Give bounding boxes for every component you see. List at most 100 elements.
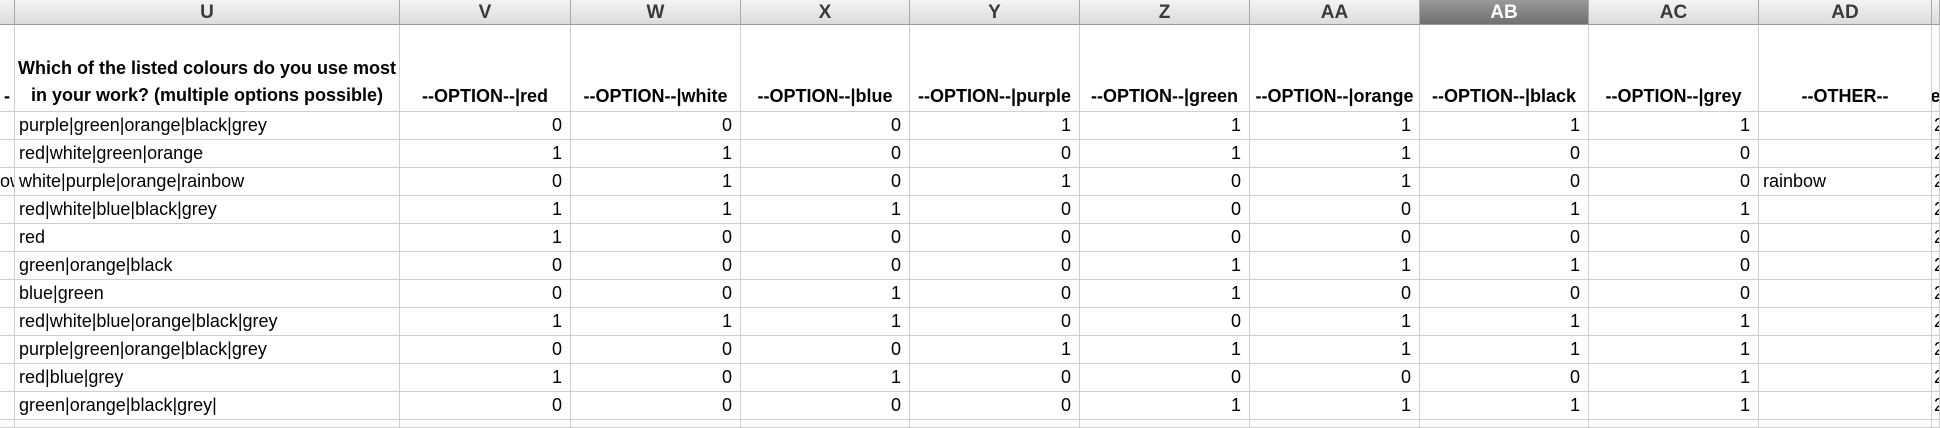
table-cell[interactable]: 0 [400,392,571,420]
table-cell[interactable] [1759,364,1932,392]
column-header-ad[interactable]: AD [1759,0,1932,25]
table-cell[interactable]: red|blue|grey [15,364,400,392]
header-cell-ab[interactable]: --OPTION--|black [1420,25,1589,112]
table-cell[interactable]: 0 [910,308,1080,336]
table-cell[interactable]: 0 [1420,140,1589,168]
table-cell[interactable]: 2 [1932,140,1940,168]
table-cell[interactable]: 0 [1589,252,1759,280]
column-header-y[interactable]: Y [910,0,1080,25]
table-cell[interactable]: 1 [1589,364,1759,392]
column-header-ac[interactable]: AC [1589,0,1759,25]
table-cell-empty[interactable] [1250,420,1420,428]
table-cell[interactable]: 2 [1932,252,1940,280]
table-cell[interactable]: 1 [1080,336,1250,364]
table-cell[interactable]: 0 [1080,224,1250,252]
table-cell[interactable]: purple|green|orange|black|grey [15,112,400,140]
header-cell-x[interactable]: --OPTION--|blue [741,25,910,112]
table-cell[interactable]: 1 [741,280,910,308]
table-cell[interactable] [1759,280,1932,308]
table-cell[interactable]: 0 [910,252,1080,280]
table-cell[interactable]: 0 [1250,280,1420,308]
column-header-u[interactable]: U [15,0,400,25]
table-cell[interactable]: 1 [1420,392,1589,420]
table-cell[interactable]: 0 [1250,196,1420,224]
table-cell[interactable]: 0 [910,224,1080,252]
table-cell[interactable] [1759,224,1932,252]
table-cell[interactable]: 1 [1250,140,1420,168]
table-cell[interactable]: 1 [1420,112,1589,140]
table-cell[interactable]: 1 [1250,336,1420,364]
table-cell[interactable]: 1 [1589,336,1759,364]
table-cell[interactable]: 0 [1080,196,1250,224]
table-cell[interactable]: 0 [1420,280,1589,308]
table-cell[interactable]: 0 [1250,364,1420,392]
table-cell[interactable]: 2 [1932,364,1940,392]
table-cell[interactable]: 1 [571,308,741,336]
table-cell[interactable]: 0 [1420,364,1589,392]
table-cell[interactable]: red [15,224,400,252]
table-cell[interactable] [0,224,15,252]
table-cell[interactable]: 0 [741,224,910,252]
table-cell[interactable] [0,392,15,420]
table-cell[interactable]: 0 [571,336,741,364]
table-cell[interactable]: 0 [741,140,910,168]
table-cell[interactable]: 1 [1080,140,1250,168]
table-cell[interactable]: 0 [571,392,741,420]
table-cell[interactable]: 2 [1932,280,1940,308]
table-cell[interactable]: 1 [910,336,1080,364]
table-cell[interactable] [0,336,15,364]
table-cell[interactable]: 1 [571,168,741,196]
header-cell-z[interactable]: --OPTION--|green [1080,25,1250,112]
table-cell[interactable]: 1 [400,364,571,392]
header-cell-u[interactable]: Which of the listed colours do you use m… [15,25,400,112]
table-cell[interactable]: 0 [571,364,741,392]
table-cell[interactable]: 2 [1932,196,1940,224]
table-cell[interactable] [0,112,15,140]
table-cell-empty[interactable] [1759,420,1932,428]
table-cell[interactable]: 1 [1420,196,1589,224]
table-cell[interactable]: 0 [910,392,1080,420]
table-cell[interactable]: 1 [1589,308,1759,336]
table-cell[interactable]: 0 [741,252,910,280]
table-cell[interactable]: 0 [400,252,571,280]
header-cell-w[interactable]: --OPTION--|white [571,25,741,112]
table-cell[interactable]: 0 [1080,364,1250,392]
table-cell[interactable]: 0 [910,140,1080,168]
table-cell[interactable] [1759,392,1932,420]
table-cell-empty[interactable] [1589,420,1759,428]
table-cell[interactable]: 1 [1250,308,1420,336]
table-cell[interactable]: red|white|blue|black|grey [15,196,400,224]
table-cell[interactable]: 2 [1932,392,1940,420]
table-cell[interactable]: 0 [1080,308,1250,336]
table-cell-empty[interactable] [1080,420,1250,428]
column-header-z[interactable]: Z [1080,0,1250,25]
header-cell-y[interactable]: --OPTION--|purple [910,25,1080,112]
table-cell[interactable]: green|orange|black [15,252,400,280]
header-cell-right-partial[interactable]: e [1932,25,1940,112]
table-cell[interactable]: 1 [1080,392,1250,420]
table-cell[interactable]: 0 [571,252,741,280]
table-cell[interactable]: 1 [1250,112,1420,140]
table-cell[interactable] [0,196,15,224]
table-cell[interactable]: 1 [1589,112,1759,140]
table-cell[interactable]: 1 [571,140,741,168]
table-cell[interactable]: 1 [1589,196,1759,224]
table-cell[interactable]: 2 [1932,168,1940,196]
table-cell[interactable] [1759,196,1932,224]
table-cell[interactable]: 1 [400,224,571,252]
table-cell[interactable] [1759,112,1932,140]
table-cell[interactable]: 0 [741,112,910,140]
table-cell[interactable]: 1 [1420,336,1589,364]
table-cell[interactable]: 0 [1420,168,1589,196]
column-header-aa[interactable]: AA [1250,0,1420,25]
header-cell-aa[interactable]: --OPTION--|orange [1250,25,1420,112]
table-cell[interactable]: blue|green [15,280,400,308]
table-cell[interactable]: 0 [1589,280,1759,308]
table-cell-empty[interactable] [1420,420,1589,428]
column-header-x[interactable]: X [741,0,910,25]
table-cell[interactable]: rainbow [1759,168,1932,196]
table-cell[interactable]: 0 [741,392,910,420]
table-cell[interactable] [0,252,15,280]
table-cell[interactable]: 2 [1932,336,1940,364]
